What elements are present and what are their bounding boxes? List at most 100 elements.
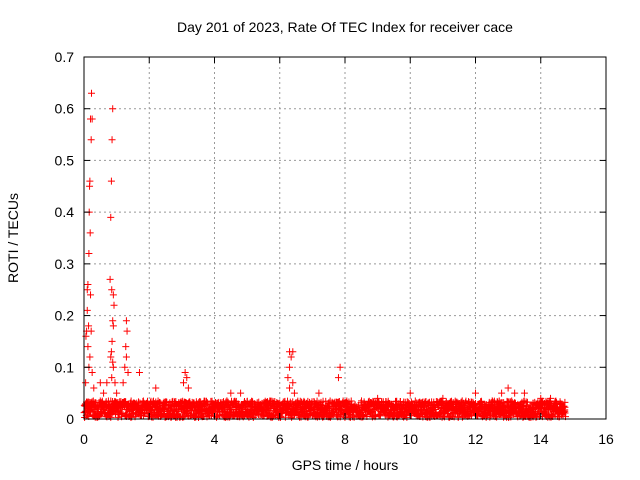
band-point [289, 398, 297, 406]
grid-lines [84, 57, 606, 419]
data-point [286, 363, 294, 371]
data-point [504, 384, 512, 392]
data-point [85, 322, 93, 330]
data-point [103, 379, 111, 387]
data-point [122, 353, 130, 361]
data-point [113, 389, 121, 397]
axis-ticks: 0 2 4 6 8 10 12 14 16 0 0.1 0.2 0.3 0.4 0.5 0.6 0.7 [55, 49, 614, 447]
x-tick-label: 6 [276, 431, 284, 447]
data-point [286, 384, 294, 392]
data-point [109, 322, 117, 330]
data-point [88, 368, 96, 376]
data-point [109, 105, 117, 113]
data-point [183, 374, 191, 382]
data-point [88, 115, 96, 123]
data-point [455, 399, 463, 407]
data-point [86, 229, 94, 237]
data-point [122, 317, 130, 325]
band-point [523, 398, 531, 406]
data-point [83, 306, 91, 314]
data-point [109, 291, 117, 299]
x-axis-label: GPS time / hours [292, 457, 399, 473]
data-point [83, 286, 91, 294]
x-tick-label: 8 [341, 431, 349, 447]
y-axis-label: ROTI / TECUs [5, 193, 21, 283]
data-point [290, 389, 298, 397]
data-point [180, 379, 188, 387]
data-point [237, 389, 245, 397]
band-point [561, 409, 569, 417]
data-point [100, 389, 108, 397]
data-point [96, 379, 104, 387]
data-point [111, 379, 119, 387]
y-tick-label: 0.4 [55, 204, 75, 220]
data-point [82, 379, 90, 387]
band-point [532, 413, 540, 421]
data-point [88, 89, 96, 97]
data-point [108, 337, 116, 345]
data-point [287, 353, 295, 361]
y-tick-label: 0.5 [55, 152, 75, 168]
data-point [472, 389, 479, 397]
data-point [86, 353, 94, 361]
data-point [152, 384, 160, 392]
data-point [184, 384, 192, 392]
y-tick-label: 0.1 [55, 359, 75, 375]
data-point [85, 250, 93, 258]
data-point [123, 327, 131, 335]
data-point [336, 363, 344, 371]
data-point [87, 327, 95, 335]
band-point [203, 399, 211, 407]
data-point [315, 389, 323, 397]
band-point [127, 413, 135, 421]
data-point [107, 348, 115, 356]
data-point [406, 389, 414, 397]
band-point [116, 408, 124, 416]
data-point [289, 348, 297, 356]
x-tick-label: 12 [468, 431, 484, 447]
data-point [109, 363, 117, 371]
data-point [122, 343, 130, 351]
chart-title: Day 201 of 2023, Rate Of TEC Index for r… [177, 19, 513, 35]
y-tick-label: 0.6 [55, 101, 75, 117]
y-tick-label: 0 [66, 411, 74, 427]
band-point [359, 411, 367, 419]
x-tick-label: 16 [598, 431, 614, 447]
data-point [439, 394, 447, 402]
data-point [108, 374, 116, 382]
x-tick-label: 2 [145, 431, 153, 447]
data-point [108, 136, 116, 144]
band-point [553, 399, 561, 407]
data-point [119, 379, 127, 387]
data-point [110, 301, 118, 309]
x-tick-label: 0 [80, 431, 88, 447]
x-tick-label: 14 [533, 431, 549, 447]
data-point [556, 399, 564, 407]
y-tick-label: 0.7 [55, 49, 75, 65]
data-point [547, 394, 555, 402]
data-point [107, 353, 115, 361]
data-point [107, 213, 115, 221]
data-point [90, 384, 98, 392]
data-point [86, 177, 94, 185]
band-point [114, 413, 122, 421]
band-point [511, 399, 519, 407]
data-point [87, 291, 95, 299]
band-point [251, 412, 259, 420]
data-point [284, 374, 292, 382]
band-point [403, 413, 411, 421]
data-point [84, 343, 92, 351]
data-point [109, 317, 117, 325]
data-point [124, 368, 132, 376]
data-point [106, 275, 114, 283]
band-point [107, 413, 115, 421]
data-point [108, 286, 116, 294]
x-tick-label: 4 [211, 431, 219, 447]
data-point [334, 374, 342, 382]
band-point [281, 413, 289, 421]
data-point [107, 177, 115, 185]
data-point [121, 363, 129, 371]
data-point [374, 394, 382, 402]
data-point [109, 358, 117, 366]
data-points [80, 89, 569, 421]
